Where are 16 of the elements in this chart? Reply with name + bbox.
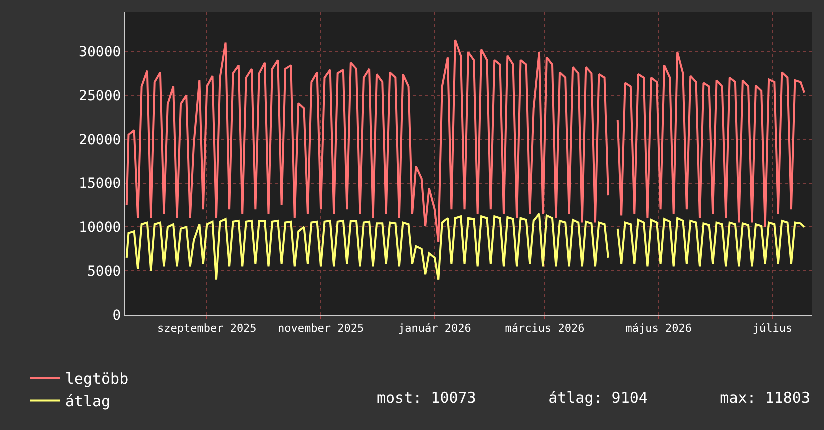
- y-tick-label: 30000: [79, 44, 122, 60]
- x-tick-label: május 2026: [626, 322, 692, 336]
- y-tick-label: 0: [112, 308, 122, 324]
- y-tick-label: 15000: [79, 176, 122, 192]
- text: most: 10073 átlag: 9104 max: 11803: [377, 389, 810, 407]
- x-tick-label: november 2025: [278, 322, 364, 336]
- y-tick-label: 5000: [87, 264, 122, 280]
- x-tick-label: március 2026: [505, 322, 585, 336]
- y-tick-label: 25000: [79, 88, 122, 104]
- y-tick-label: 10000: [79, 220, 122, 236]
- x-tick-label: szeptember 2025: [157, 322, 257, 336]
- x-tick-label: január 2026: [398, 322, 472, 336]
- legend-label: legtöbb: [65, 370, 129, 388]
- y-tick-label: 20000: [79, 132, 122, 148]
- legend-label: átlag: [65, 392, 111, 411]
- x-tick-label: július: [752, 322, 793, 336]
